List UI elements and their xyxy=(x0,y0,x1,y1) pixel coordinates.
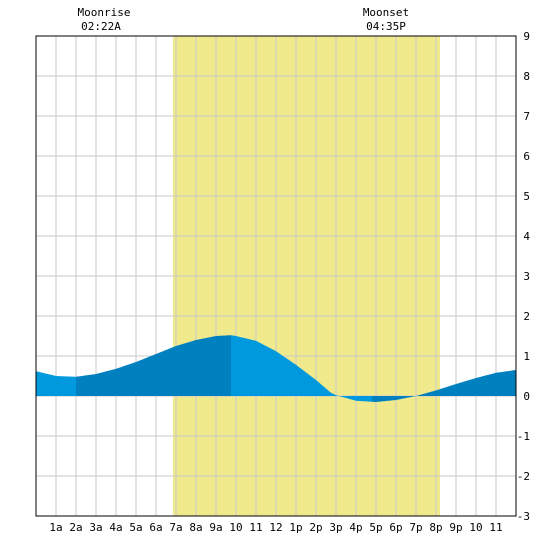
tide-area-falling xyxy=(36,371,76,396)
x-tick-label: 7a xyxy=(169,521,182,534)
x-tick-label: 11 xyxy=(489,521,502,534)
x-tick-label: 10 xyxy=(229,521,242,534)
y-tick-label: -2 xyxy=(517,470,530,483)
x-tick-label: 9p xyxy=(449,521,462,534)
x-tick-label: 4p xyxy=(349,521,362,534)
x-tick-label: 5a xyxy=(129,521,142,534)
x-tick-label: 10 xyxy=(469,521,482,534)
y-tick-label: 6 xyxy=(523,150,530,163)
tide-area-rising xyxy=(76,335,231,396)
y-tick-label: 5 xyxy=(523,190,530,203)
x-tick-label: 1a xyxy=(49,521,62,534)
x-tick-label: 12 xyxy=(269,521,282,534)
tide-area-falling xyxy=(231,335,372,402)
moonset-time: 04:35P xyxy=(366,20,406,33)
x-tick-label: 9a xyxy=(209,521,222,534)
x-tick-label: 6a xyxy=(149,521,162,534)
moonrise-time: 02:22A xyxy=(81,20,121,33)
y-tick-label: 7 xyxy=(523,110,530,123)
x-tick-label: 3p xyxy=(329,521,342,534)
y-tick-label: -3 xyxy=(517,510,530,523)
y-tick-label: -1 xyxy=(517,430,530,443)
x-tick-label: 6p xyxy=(389,521,402,534)
x-tick-label: 8a xyxy=(189,521,202,534)
moonset-label: Moonset xyxy=(363,6,409,19)
plot-frame xyxy=(35,35,517,517)
moonrise-label: Moonrise xyxy=(78,6,131,19)
y-tick-label: 3 xyxy=(523,270,530,283)
tide-area-rising xyxy=(372,370,516,402)
y-tick-label: 8 xyxy=(523,70,530,83)
y-tick-label: 4 xyxy=(523,230,530,243)
x-tick-label: 3a xyxy=(89,521,102,534)
x-tick-label: 4a xyxy=(109,521,122,534)
x-tick-label: 8p xyxy=(429,521,442,534)
y-tick-label: 1 xyxy=(523,350,530,363)
x-tick-label: 11 xyxy=(249,521,262,534)
x-tick-label: 7p xyxy=(409,521,422,534)
x-tick-label: 2p xyxy=(309,521,322,534)
y-tick-label: 9 xyxy=(523,30,530,43)
y-tick-label: 0 xyxy=(523,390,530,403)
x-tick-label: 5p xyxy=(369,521,382,534)
x-tick-label: 1p xyxy=(289,521,302,534)
y-tick-label: 2 xyxy=(523,310,530,323)
x-tick-label: 2a xyxy=(69,521,82,534)
